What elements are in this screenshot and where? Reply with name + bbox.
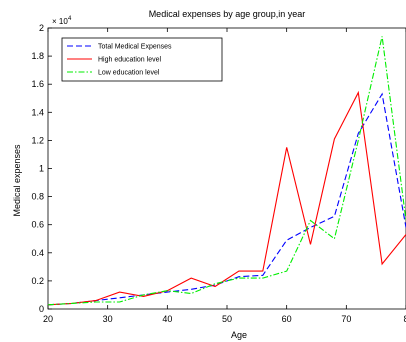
y-tick-label: 1.8 <box>31 51 44 61</box>
x-tick-label: 60 <box>282 314 292 324</box>
x-tick-label: 40 <box>162 314 172 324</box>
series-lines <box>47 36 406 306</box>
y-tick-label: 0 <box>39 304 44 314</box>
y-axis-ticks: 0 0.2 0.4 0.6 0.8 1 1.2 1.4 1.6 1.8 2 <box>31 23 52 314</box>
x-tick-label: 50 <box>222 314 232 324</box>
x-axis-label: Age <box>231 330 247 340</box>
y-axis-exponent-base: × 10 <box>52 17 68 26</box>
x-tick-label: 70 <box>341 314 351 324</box>
y-axis-exponent-power: 4 <box>68 16 72 22</box>
y-tick-label: 0.2 <box>31 276 44 286</box>
y-tick-label: 1 <box>39 164 44 174</box>
x-tick-label: 30 <box>103 314 113 324</box>
legend-entry: Low education level <box>98 70 160 77</box>
series-line-2 <box>47 90 406 306</box>
series-line-3 <box>47 36 406 306</box>
series-line-1 <box>47 92 406 306</box>
y-tick-label: 1.6 <box>31 79 44 89</box>
y-tick-label: 1.2 <box>31 135 44 145</box>
legend: Total Medical Expenses High education lev… <box>61 37 223 82</box>
x-tick-label: 20 <box>43 314 53 324</box>
y-tick-label: 0.4 <box>31 248 44 258</box>
legend-entry: High education level <box>98 57 161 64</box>
x-tick-label: 8 <box>403 314 406 324</box>
y-tick-label: 2 <box>39 23 44 33</box>
y-tick-label: 0.6 <box>31 220 44 230</box>
x-axis-ticks: 20 30 40 50 60 70 8 <box>43 28 406 324</box>
y-tick-label: 1.4 <box>31 107 44 117</box>
y-tick-label: 0.8 <box>31 192 44 202</box>
chart-title: Medical expenses by age group,in year <box>149 9 306 19</box>
y-axis-label: Medical expenses <box>12 144 22 217</box>
legend-entry: Total Medical Expenses <box>98 44 172 51</box>
